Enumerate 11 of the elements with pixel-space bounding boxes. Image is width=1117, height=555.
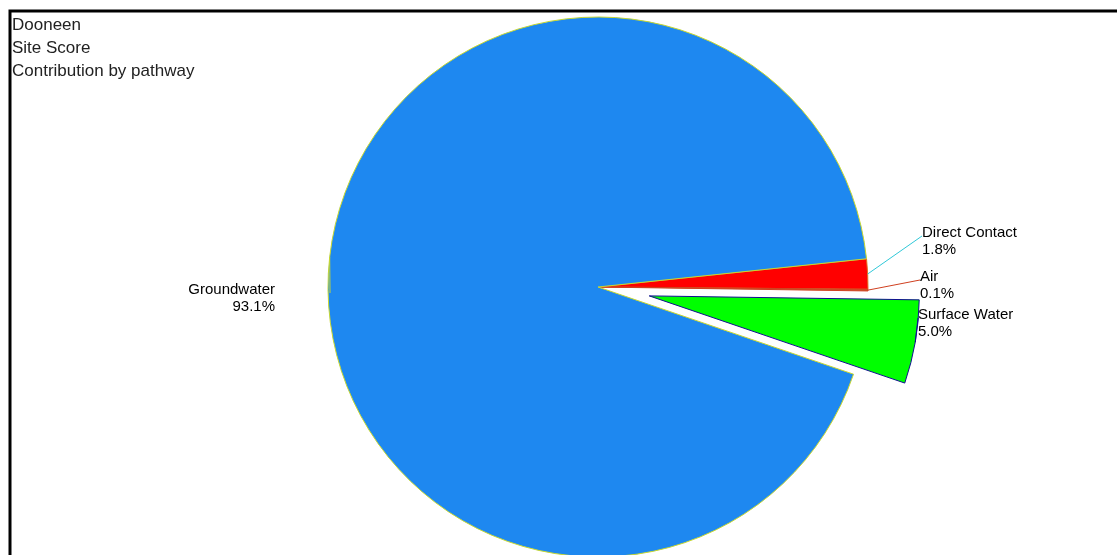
data-label: 0.1% <box>920 284 955 301</box>
text: Dooneen <box>12 15 82 34</box>
slice-label: Surface Water <box>918 305 1014 322</box>
data-label: 5.0% <box>918 322 953 339</box>
slice-label: Direct Contact <box>922 223 1018 240</box>
text: Site Score <box>12 38 91 57</box>
data-label: 93.1% <box>232 297 275 314</box>
text: Contribution by pathway <box>12 61 195 80</box>
slice-label: Air <box>920 267 939 284</box>
slice-label: Groundwater <box>188 280 275 297</box>
data-label: 1.8% <box>922 240 957 257</box>
